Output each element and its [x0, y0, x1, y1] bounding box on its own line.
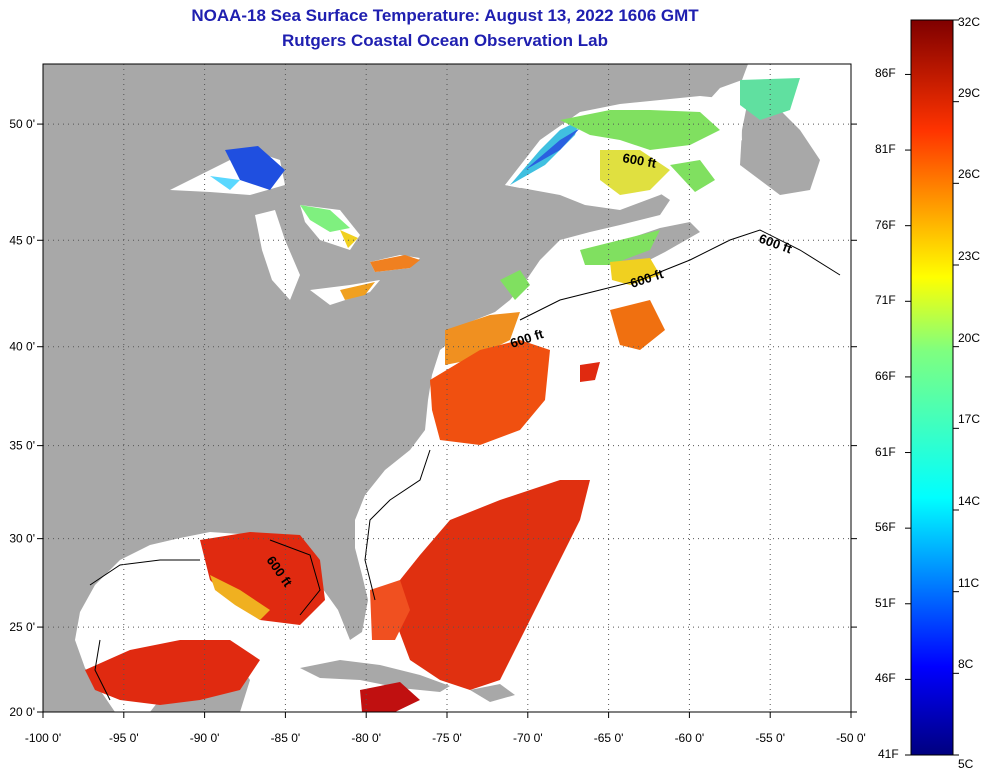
lat-tick-label: 30 0' [9, 532, 35, 546]
lon-tick-label: -60 0' [675, 731, 705, 745]
celsius-label: 14C [958, 494, 981, 508]
lon-tick-label: -75 0' [432, 731, 462, 745]
lake-michigan [255, 210, 300, 300]
colorbar [910, 19, 954, 756]
celsius-label: 8C [958, 657, 974, 672]
land-cuba [300, 660, 450, 692]
fahrenheit-label: 56F [875, 520, 896, 535]
celsius-label: 20C [958, 330, 981, 345]
lat-tick-label: 20 0' [9, 705, 35, 719]
lon-tick-label: -50 0' [836, 731, 866, 745]
fahrenheit-label: 66F [875, 368, 896, 383]
lat-tick-label: 40 0' [9, 340, 35, 354]
lat-tick-label: 35 0' [9, 439, 35, 453]
land-north-america [43, 64, 748, 712]
fahrenheit-label: 86F [875, 66, 896, 81]
fahrenheit-label: 41F [878, 747, 899, 761]
fahrenheit-label: 76F [875, 217, 896, 232]
isobath-600ft [89, 229, 841, 701]
celsius-label: 5C [958, 757, 974, 771]
fahrenheit-label: 51F [875, 595, 896, 610]
lon-tick-label: -90 0' [190, 731, 220, 745]
lon-tick-label: -70 0' [513, 731, 543, 745]
latitude-axis: 50 0' 45 0' 40 0' 35 0' 30 0' 25 0' 20 0' [9, 117, 35, 719]
land-newfoundland [740, 100, 820, 195]
celsius-label: 32C [958, 15, 981, 29]
fahrenheit-label: 81F [875, 142, 896, 157]
celsius-label: 11C [958, 575, 980, 590]
fahrenheit-label: 61F [875, 444, 896, 459]
lon-tick-label: -95 0' [109, 731, 139, 745]
land-nova-scotia [610, 222, 700, 270]
graticule [43, 64, 851, 712]
lon-tick-label: -100 0' [25, 731, 61, 745]
map-title: NOAA-18 Sea Surface Temperature: August … [191, 6, 699, 25]
celsius-label: 29C [958, 85, 981, 100]
axis-ticks [37, 123, 857, 718]
fahrenheit-label: 71F [875, 293, 896, 308]
celsius-label: 26C [958, 167, 981, 182]
lat-tick-label: 25 0' [9, 620, 35, 634]
colorbar-ticks [905, 19, 959, 756]
celsius-label: 23C [958, 249, 981, 263]
lon-tick-label: -85 0' [271, 731, 301, 745]
land-hispaniola [470, 684, 515, 702]
lat-tick-label: 50 0' [9, 117, 35, 131]
lon-tick-label: -65 0' [594, 731, 624, 745]
lon-tick-label: -55 0' [755, 731, 785, 745]
fahrenheit-label: 46F [875, 671, 896, 686]
longitude-axis: -100 0' -95 0' -90 0' -85 0' -80 0' -75 0' -70… [25, 731, 866, 745]
sst-overlay [85, 78, 800, 712]
contour-label: 600 ft [621, 150, 658, 171]
map-subtitle: Rutgers Coastal Ocean Observation Lab [282, 31, 608, 50]
lon-tick-label: -80 0' [351, 731, 381, 745]
lat-tick-label: 45 0' [9, 233, 35, 247]
celsius-label: 17C [958, 412, 981, 427]
